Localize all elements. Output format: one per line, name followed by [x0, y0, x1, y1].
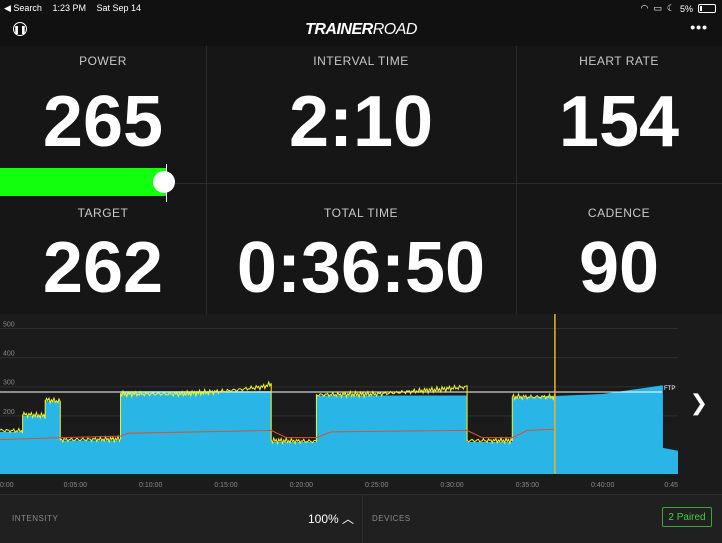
power-gauge-fill [0, 168, 166, 196]
devices-label: DEVICES [372, 514, 411, 523]
target-label: TARGET [77, 206, 129, 220]
intensity-label: INTENSITY [12, 514, 59, 523]
next-chevron-icon[interactable]: ❯ [689, 390, 708, 415]
trainerroad-logo: TRAINERROAD [305, 21, 417, 38]
status-bar: ◀ Search 1:23 PM Sat Sep 14 ◠ ▭ ☾ 5% [0, 0, 722, 16]
y-tick-label: 200 [3, 409, 15, 416]
cadence-value: 90 [578, 228, 660, 308]
x-tick-label: 0:30:00 [440, 482, 463, 489]
status-date: Sat Sep 14 [96, 3, 142, 13]
airplay-icon: ▭ [653, 3, 662, 13]
cadence-label: CADENCE [587, 206, 651, 220]
power-label: POWER [79, 54, 127, 68]
battery-percent: 5% [679, 3, 693, 14]
status-right: ◠ ▭ ☾ 5% [641, 3, 716, 14]
total-time-label: TOTAL TIME [324, 206, 398, 220]
divider [516, 46, 517, 314]
divider [206, 46, 207, 314]
paired-devices-button[interactable]: 2 Paired [662, 507, 712, 527]
x-tick-label: 0:15:00 [214, 482, 237, 489]
x-tick-label: 0:05:00 [64, 482, 87, 489]
moon-icon: ☾ [666, 3, 675, 13]
divider [362, 495, 363, 543]
total-time-value: 0:36:50 [236, 228, 486, 308]
pause-button[interactable]: ❚❚ [13, 22, 27, 36]
ftp-label: FTP [664, 386, 675, 392]
target-power-area [0, 385, 678, 474]
heart-rate-line [0, 428, 555, 441]
power-gauge-knob [153, 171, 175, 193]
workout-graph: 500 400 300 200 FTP 0:00 0:05:00 0:10:00 0:15:00… [0, 314, 722, 494]
x-tick-label: 0:35:00 [516, 482, 539, 489]
x-tick-label: 0:45 [664, 482, 678, 489]
power-value: 265 [42, 82, 164, 162]
back-to-search-link[interactable]: ◀ Search [4, 3, 42, 13]
heart-rate-value: 154 [558, 82, 680, 162]
status-time: 1:23 PM [52, 3, 86, 13]
y-tick-label: 400 [3, 351, 15, 358]
x-tick-label: 0:00 [0, 482, 14, 489]
x-tick-label: 0:10:00 [139, 482, 162, 489]
actual-power-line [0, 380, 555, 446]
x-tick-label: 0:20:00 [290, 482, 313, 489]
y-tick-label: 300 [3, 380, 15, 387]
interval-time-label: INTERVAL TIME [313, 54, 409, 68]
pause-icon: ❚❚ [13, 24, 27, 34]
heart-rate-label: HEART RATE [579, 54, 659, 68]
wifi-icon: ◠ [640, 3, 649, 13]
y-tick-label: 500 [3, 322, 15, 329]
bottom-bar: INTENSITY 100% ︿ DEVICES 2 Paired [0, 494, 722, 543]
intensity-control[interactable]: 100% ︿ [308, 512, 355, 526]
interval-time-value: 2:10 [288, 82, 434, 162]
target-value: 262 [42, 228, 164, 308]
top-bar: ❚❚ TRAINERROAD ••• [0, 16, 722, 46]
workout-chart: 500 400 300 200 FTP 0:00 0:05:00 0:10:00 0:15:00… [0, 314, 678, 489]
x-tick-label: 0:25:00 [365, 482, 388, 489]
more-options-icon[interactable]: ••• [690, 19, 708, 35]
x-tick-label: 0:40:00 [591, 482, 614, 489]
battery-icon [698, 4, 716, 13]
status-left: ◀ Search 1:23 PM Sat Sep 14 [4, 3, 149, 14]
divider [0, 183, 722, 184]
metrics-panel: POWER 265 INTERVAL TIME 2:10 HEART RATE … [0, 46, 722, 314]
